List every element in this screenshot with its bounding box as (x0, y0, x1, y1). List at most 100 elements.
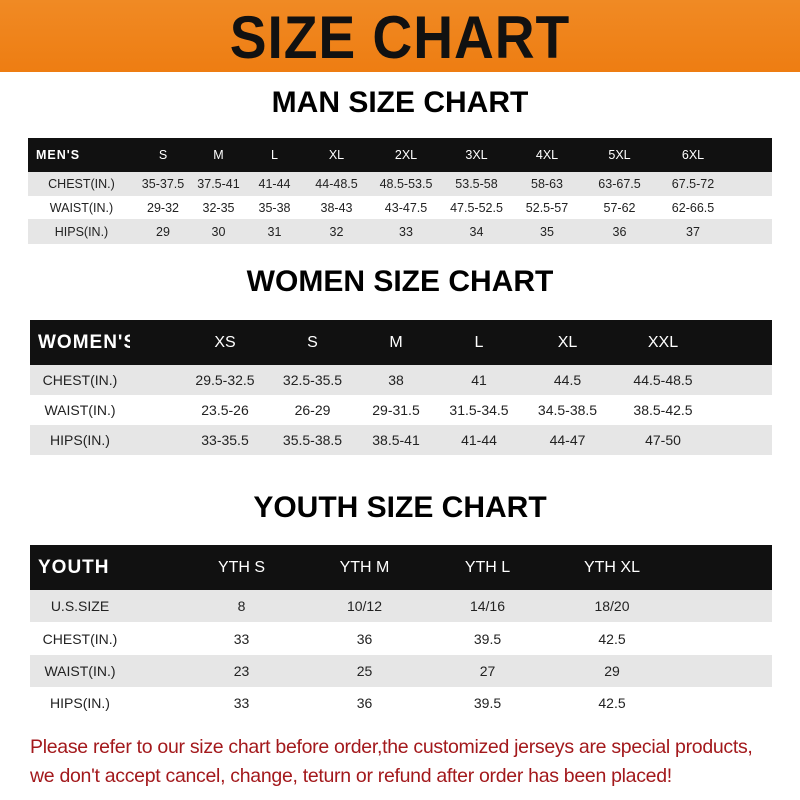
spacer-cell (130, 425, 180, 455)
size-column-header: XL (303, 138, 370, 172)
size-cell: 23.5-26 (201, 402, 249, 418)
size-column-header: XL (521, 320, 614, 365)
spacer-cell (130, 590, 180, 622)
table-corner-label: WOMEN'S (30, 320, 136, 365)
spacer-cell (712, 395, 772, 425)
size-cell: 43-47.5 (384, 200, 428, 215)
size-column-header: S (270, 320, 355, 365)
size-cell: 38.5-41 (355, 425, 437, 455)
size-column-header: S (135, 138, 191, 172)
spacer-cell (675, 655, 772, 687)
size-cell: 33 (233, 694, 250, 711)
size-cell: 67.5-72 (656, 172, 730, 196)
size-cell: 34.5-38.5 (537, 402, 598, 418)
spacer-cell (130, 622, 180, 655)
row-label: U.S.SIZE (30, 590, 130, 622)
spacer-cell (730, 172, 772, 196)
size-cell: 37.5-41 (191, 172, 246, 196)
size-column-header: 4XL (511, 138, 583, 172)
men-size-table: MEN'S S M L XL 2XL 3XL 4XL 5XL 6XL CHEST(IN.) 35-37… (28, 138, 772, 244)
size-cell: 62-66.5 (671, 200, 715, 215)
table-corner-label: MEN'S (28, 138, 135, 172)
size-cell: 37 (656, 219, 730, 244)
size-column-header: M (355, 320, 437, 365)
size-cell: 23 (180, 655, 303, 687)
size-cell: 41 (437, 365, 521, 395)
size-cell: 42.5 (598, 630, 626, 647)
size-cell: 8 (180, 590, 303, 622)
size-cell: 52.5-57 (525, 200, 569, 215)
size-cell: 42.5 (598, 694, 626, 711)
spacer-cell (712, 320, 772, 365)
size-column-header: XXL (614, 320, 712, 365)
spacer-cell (730, 196, 772, 219)
table-corner-label: YOUTH (30, 545, 130, 590)
row-label: WAIST(IN.) (44, 402, 116, 418)
size-column-header: 5XL (583, 138, 656, 172)
size-column-header: 6XL (656, 138, 730, 172)
spacer-cell (675, 590, 772, 622)
size-cell: 32.5-35.5 (270, 365, 355, 395)
size-column-header: YTH M (303, 545, 426, 590)
size-column-header: L (437, 320, 521, 365)
size-cell: 14/16 (426, 590, 549, 622)
size-cell: 29 (135, 219, 191, 244)
size-column-header: M (191, 138, 246, 172)
size-cell: 29.5-32.5 (180, 365, 270, 395)
size-cell: 29-32 (147, 200, 179, 215)
size-cell: 53.5-58 (442, 172, 511, 196)
spacer-cell (130, 320, 180, 365)
men-chart-title: MAN SIZE CHART (271, 86, 529, 119)
size-cell: 26-29 (294, 402, 331, 418)
size-cell: 44-48.5 (303, 172, 370, 196)
spacer-cell (130, 655, 180, 687)
size-cell: 18/20 (549, 590, 675, 622)
size-cell: 32 (303, 219, 370, 244)
size-column-header: 2XL (370, 138, 442, 172)
size-cell: 36 (583, 219, 656, 244)
size-cell: 58-63 (511, 172, 583, 196)
size-cell: 34 (442, 219, 511, 244)
notice-line-2: we don't accept cancel, change, teturn o… (30, 765, 672, 787)
spacer-cell (730, 219, 772, 244)
size-cell: 38.5-42.5 (633, 402, 693, 418)
size-cell: 47.5-52.5 (450, 200, 503, 215)
size-cell: 30 (191, 219, 246, 244)
size-cell: 27 (426, 655, 549, 687)
size-cell: 63-67.5 (583, 172, 656, 196)
size-cell: 31.5-34.5 (449, 402, 509, 418)
size-cell: 38-43 (320, 200, 353, 215)
row-label: WAIST(IN.) (30, 655, 130, 687)
size-cell: 33 (233, 630, 250, 647)
row-label: WAIST(IN.) (49, 200, 114, 215)
size-cell: 41-44 (437, 425, 521, 455)
size-cell: 35-38 (258, 200, 291, 215)
size-cell: 35-37.5 (135, 172, 191, 196)
spacer-cell (130, 365, 180, 395)
spacer-cell (675, 687, 772, 718)
size-cell: 25 (303, 655, 426, 687)
row-label: CHEST(IN.) (28, 172, 135, 196)
size-cell: 39.5 (473, 630, 502, 647)
size-column-header: YTH S (180, 545, 303, 590)
size-cell: 48.5-53.5 (370, 172, 442, 196)
spacer-cell (712, 365, 772, 395)
size-cell: 44-47 (521, 425, 614, 455)
size-cell: 36 (356, 694, 373, 711)
spacer-cell (712, 425, 772, 455)
size-cell: 35.5-38.5 (270, 425, 355, 455)
notice-line-1: Please refer to our size chart before or… (30, 736, 753, 758)
spacer-cell (130, 687, 180, 718)
size-column-header: YTH XL (549, 545, 675, 590)
size-cell: 33 (370, 219, 442, 244)
order-notice: Please refer to our size chart before or… (30, 733, 800, 791)
row-label: CHEST(IN.) (30, 365, 130, 395)
youth-chart-title: YOUTH SIZE CHART (253, 491, 547, 524)
size-column-header: XS (180, 320, 270, 365)
banner-title: SIZE CHART (229, 4, 571, 71)
size-cell: 39.5 (473, 694, 502, 711)
size-cell: 10/12 (303, 590, 426, 622)
size-column-header: YTH L (426, 545, 549, 590)
row-label: HIPS(IN.) (28, 219, 135, 244)
size-cell: 32-35 (202, 200, 235, 215)
